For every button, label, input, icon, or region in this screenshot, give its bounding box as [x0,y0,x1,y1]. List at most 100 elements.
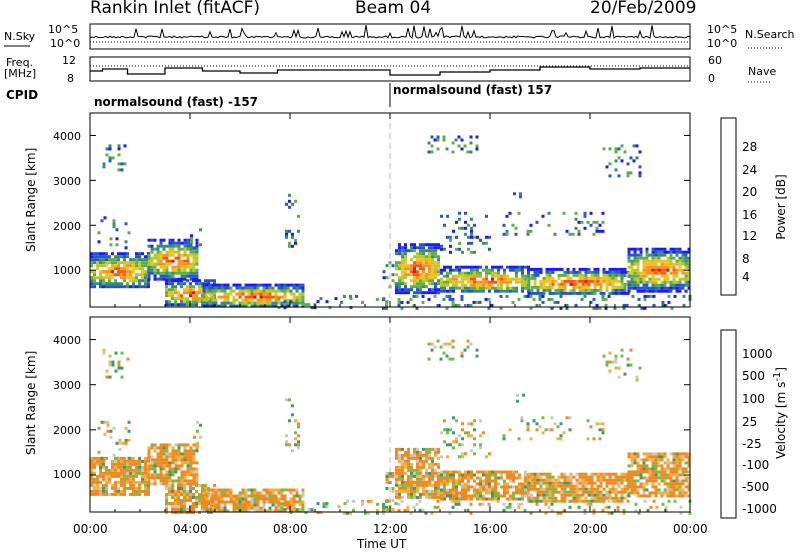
velocity-panel-cell [634,508,638,512]
velocity-panel-cell [684,485,688,489]
power-panel-cell [165,265,169,269]
power-panel-cell [124,246,128,250]
velocity-panel-cell [599,478,603,482]
power-panel-cell [673,294,677,298]
power-panel-cell [211,301,215,305]
power-panel-cell [422,267,425,271]
velocity-panel-cell [645,479,649,483]
velocity-panel-cell [174,455,178,459]
power-panel-cell [283,300,287,304]
power-panel-cell [592,232,596,236]
power-panel-cell [186,256,190,260]
velocity-panel-cell [654,458,658,462]
power-panel-cell [398,249,401,253]
power-panel-cell [401,258,404,262]
velocity-panel-cell [171,467,175,471]
power-panel-cell [198,291,201,295]
velocity-panel-cell [407,483,410,487]
velocity-panel-cell [446,470,449,474]
power-panel-cell [497,265,500,269]
velocity-panel-cell [171,461,175,465]
velocity-panel-cell [285,398,288,402]
power-panel-cell [542,288,546,292]
power-panel-cell [499,294,503,298]
power-panel-cell [294,238,297,242]
velocity-panel-cell [241,509,245,513]
velocity-panel-cell [627,491,631,495]
velocity-panel-cell [141,477,144,481]
velocity-panel-cell [508,505,512,509]
velocity-panel-cell [165,473,169,477]
power-panel-cell [651,262,655,266]
velocity-panel-cell [129,492,132,496]
power-panel-cell [602,291,606,295]
freq-panel-frame [89,56,691,82]
power-panel-cell [642,265,646,269]
power-panel-cell [440,277,443,281]
power-panel-cell [539,291,543,295]
velocity-panel-cell [470,476,473,480]
power-panel-cell [530,285,534,289]
velocity-panel-cell [398,486,401,490]
power-panel-cell [636,259,640,263]
velocity-panel-cell [461,452,464,456]
velocity-panel-cell [117,363,121,367]
power-panel-cell [147,282,150,286]
velocity-panel-cell [118,447,122,451]
power-panel-cell [105,255,108,259]
power-panel-cell [129,261,132,265]
velocity-panel-cell [464,431,467,435]
velocity-panel-cell [554,481,558,485]
velocity-panel-cell [434,447,437,451]
power-panel-cell [482,289,485,293]
velocity-panel-cell [654,485,658,489]
velocity-panel-cell [663,479,667,483]
velocity-panel-cell [437,489,440,493]
power-panel-cell [491,283,494,287]
power-panel-cell [654,289,658,293]
velocity-panel-cell [138,489,141,493]
velocity-panel-cell [639,476,643,480]
velocity-panel-cell [180,490,183,493]
velocity-panel-cell [457,499,461,503]
power-panel-cell [608,147,612,151]
velocity-panel-cell [96,492,99,496]
power-panel-cell [524,283,527,287]
velocity-panel-cell [467,482,470,486]
velocity-panel-cell [177,493,180,496]
power-panel-cell [557,285,561,289]
power-panel-cell [672,274,676,278]
power-ytick: 1000 [53,264,81,277]
velocity-panel-cell [544,511,548,515]
velocity-panel-cell [189,482,193,486]
velocity-panel-cell [214,503,218,507]
power-panel-cell [431,243,434,247]
velocity-panel-cell [451,499,455,503]
velocity-panel-cell [542,496,546,500]
velocity-panel-cell [138,459,141,463]
velocity-panel-cell [518,497,521,501]
velocity-panel-cell [180,452,184,456]
power-panel-cell [413,255,416,259]
velocity-panel-cell [177,482,181,486]
velocity-panel-cell [660,452,664,456]
power-panel-cell [595,226,599,230]
power-panel-cell [126,273,129,277]
velocity-panel-cell [533,496,537,500]
velocity-panel-cell [654,488,658,492]
velocity-panel-cell [271,488,275,492]
velocity-panel-cell [536,475,540,479]
velocity-panel-cell [560,475,564,479]
power-panel-cell [449,271,452,275]
velocity-panel-cell [437,480,440,484]
velocity-panel-cell [669,476,673,480]
velocity-panel-cell [292,488,296,492]
velocity-panel-cell [189,458,193,462]
velocity-panel-cell [434,453,437,457]
power-panel-cell [349,294,352,298]
power-panel-cell [398,282,401,286]
velocity-panel-cell [627,479,631,483]
power-panel-cell [277,283,281,287]
power-panel-cell [96,252,99,256]
power-panel-cell [626,162,630,166]
